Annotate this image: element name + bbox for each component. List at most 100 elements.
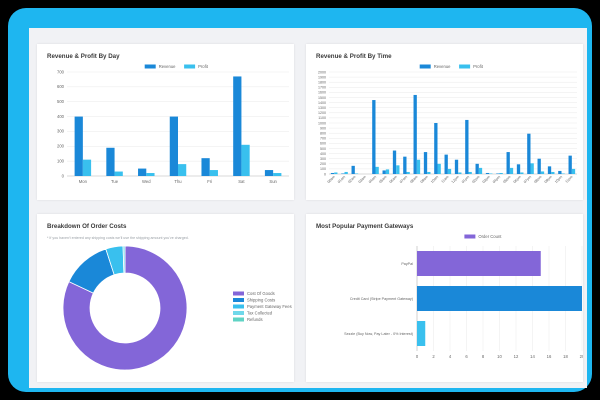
y-tick-label: Sezzle (Buy Now, Pay Later - 0% Interest…	[344, 332, 413, 336]
revenue-bar-06am	[392, 150, 397, 174]
profit-bar-01pm	[468, 171, 472, 174]
revenue-profit-by-day-card: Revenue & Profit By Day 0 100 200 300 400 500…	[37, 44, 294, 200]
y-tick-label: 700	[320, 137, 326, 141]
card-title: Revenue & Profit By Time	[316, 53, 392, 60]
y-tick-label: 400	[57, 114, 65, 119]
profit-bar-02am	[354, 173, 359, 174]
profit-bar-03pm	[489, 173, 493, 174]
device-frame: Revenue & Profit By Day 0 100 200 300 400 500…	[8, 8, 592, 392]
y-tick-label: 600	[57, 84, 65, 89]
x-tick-label: 18	[563, 354, 568, 359]
x-tick-label: 10	[497, 354, 502, 359]
x-tick-label: 11pm	[565, 175, 574, 184]
y-tick-label: 700	[57, 69, 65, 74]
y-tick-label: 1700	[318, 86, 326, 90]
order-costs-breakdown-card: Breakdown Of Order Costs * If you haven'…	[37, 214, 294, 382]
y-tick-label: 400	[320, 152, 326, 156]
revenue-bar-mon	[74, 116, 83, 176]
y-tick-label: 0	[62, 173, 65, 178]
x-tick-label: 00am	[327, 175, 336, 184]
y-tick-label: 2000	[318, 70, 326, 74]
revenue-bar-06pm	[516, 164, 521, 174]
profit-bar-05pm	[509, 167, 514, 174]
y-tick-label: 1000	[318, 121, 326, 125]
card-title: Most Popular Payment Gateways	[316, 223, 414, 230]
y-tick-label: 1200	[318, 111, 326, 115]
legend-swatch	[233, 291, 244, 296]
x-tick-label: 6	[465, 354, 468, 359]
profit-bar-01am	[344, 171, 348, 174]
x-tick-label: Thu	[174, 179, 182, 184]
revenue-bar-04pm	[496, 173, 500, 174]
y-tick-label: 1400	[318, 101, 326, 105]
x-tick-label: 0	[416, 354, 419, 359]
revenue-bar-03pm	[485, 172, 490, 174]
profit-bar-10pm	[561, 173, 565, 174]
profit-bar-08am	[416, 159, 421, 174]
profit-bar-10am	[437, 163, 441, 174]
revenue-bar-11am	[444, 154, 448, 174]
revenue-bar-08am	[413, 94, 417, 174]
profit-bar-11am	[447, 168, 452, 174]
legend-swatch-revenue	[144, 64, 156, 69]
y-tick-label: 1800	[318, 81, 326, 85]
x-tick-label: 06pm	[513, 175, 522, 184]
legend-swatch-revenue	[419, 64, 431, 69]
profit-bar-08pm	[540, 171, 545, 174]
y-tick-label: 300	[57, 129, 65, 134]
x-tick-label: 03am	[358, 175, 367, 184]
profit-bar-12pm	[458, 172, 462, 174]
x-tick-label: 07am	[399, 175, 408, 184]
revenue-bar-01am	[341, 173, 345, 174]
profit-bar-05am	[385, 169, 390, 174]
profit-bar-00am	[334, 172, 338, 174]
revenue-bar-fri	[201, 158, 210, 176]
x-tick-label: Mon	[79, 179, 88, 184]
profit-bar-thu	[178, 164, 187, 176]
y-tick-label: 1100	[318, 116, 326, 120]
y-tick-label: 100	[57, 158, 65, 163]
revenue-bar-05am	[382, 170, 386, 174]
y-tick-label: 900	[320, 126, 326, 130]
revenue-bar-wed	[138, 168, 147, 176]
y-tick-label: 1300	[318, 106, 326, 110]
legend-swatch-order-count	[464, 234, 476, 239]
x-tick-label: Sun	[269, 179, 277, 184]
y-tick-label: 300	[320, 157, 326, 161]
x-tick-label: 4	[449, 354, 452, 359]
profit-bar-tue	[114, 171, 123, 176]
profit-bar-09pm	[551, 171, 555, 174]
payment-gateways-card: Most Popular Payment Gateways 0 2 4 6 8 10 12 1…	[306, 214, 583, 382]
revenue-bar-02pm	[475, 163, 479, 174]
revenue-bar-04am	[372, 100, 376, 174]
slice-tax-collected	[122, 245, 126, 274]
revenue-profit-by-time-card: Revenue & Profit By Time 0 100 200 300 400 50…	[306, 44, 583, 200]
y-tick-label: 500	[57, 99, 65, 104]
revenue-bar-09am	[423, 152, 428, 174]
revenue-bar-02am	[351, 165, 355, 174]
x-tick-label: 08am	[409, 175, 418, 184]
legend-swatch	[233, 304, 244, 309]
profit-bar-sat	[241, 144, 250, 176]
slice-cost-of-goods	[62, 245, 188, 371]
x-tick-label: 16	[547, 354, 552, 359]
profit-bar-mon	[82, 159, 92, 176]
x-tick-label: 10pm	[554, 175, 563, 184]
revenue-bar-10am	[434, 123, 438, 174]
gateway-bar-paypal	[417, 251, 541, 276]
legend-label: Revenue	[159, 64, 176, 69]
profit-bar-04am	[375, 166, 379, 174]
profit-bar-09am	[427, 171, 431, 174]
y-tick-label: 100	[320, 167, 326, 171]
revenue-profit-by-day-chart: 0 100 200 300 400 500 600 700 Mon Tue Wed Thu Fri Sat…	[57, 64, 289, 184]
profit-bar-04pm	[499, 172, 503, 174]
revenue-bar-thu	[169, 116, 178, 176]
x-tick-label: 12pm	[451, 175, 460, 184]
revenue-bar-00am	[330, 172, 335, 174]
legend-swatch-profit	[459, 64, 471, 69]
x-tick-label: Wed	[142, 179, 151, 184]
y-tick-label: 1500	[318, 96, 326, 100]
x-tick-label: 03pm	[482, 175, 491, 184]
